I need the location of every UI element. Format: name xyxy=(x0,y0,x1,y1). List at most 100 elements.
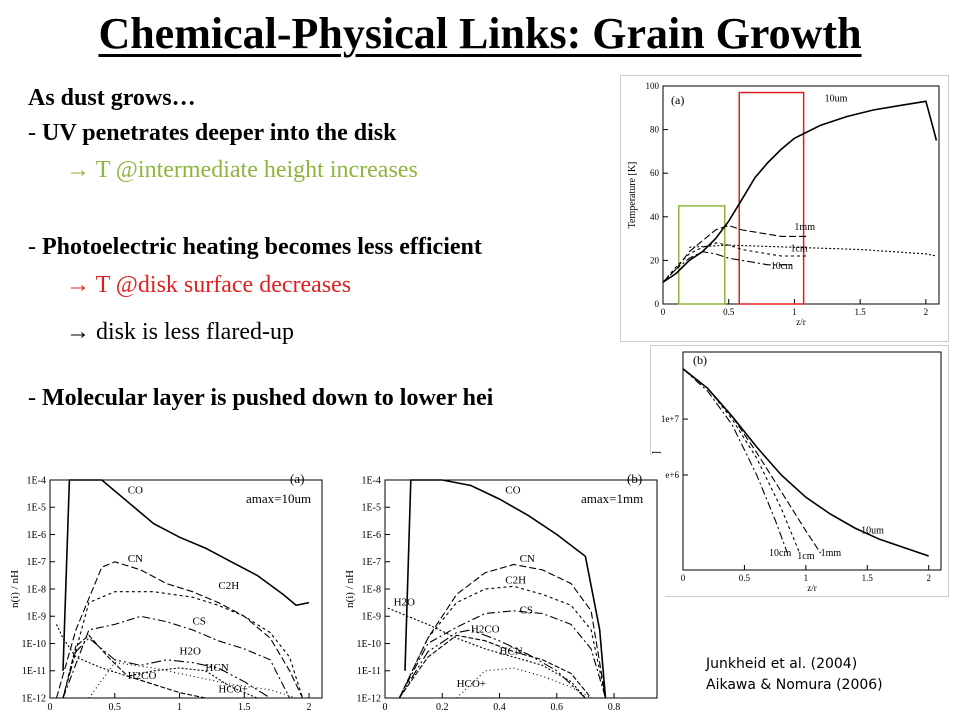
credits: Junkheid et al. (2004) Aikawa & Nomura (… xyxy=(706,654,883,696)
y-tick-label: 20 xyxy=(650,255,660,265)
series-label: 10cm xyxy=(769,548,791,559)
series-line-h2o xyxy=(387,607,586,699)
plot-frame xyxy=(384,479,658,699)
text-pe: - Photoelectric heating becomes less eff… xyxy=(28,234,482,261)
text-molecular: - Molecular layer is pushed down to lowe… xyxy=(28,385,493,412)
x-tick-label: 0 xyxy=(681,573,686,583)
y-axis-label: n(i) / nH xyxy=(9,570,21,608)
series-line-10um xyxy=(682,368,929,557)
series-line-cs xyxy=(62,615,291,699)
series-label: H2CO xyxy=(128,670,157,682)
series-line-hco+ xyxy=(456,667,592,699)
x-tick-label: 1.5 xyxy=(238,702,251,713)
x-tick-label: 1 xyxy=(804,573,809,583)
y-tick-label: 1E-11 xyxy=(357,666,381,677)
series-label: 10um xyxy=(861,526,884,537)
x-tick-label: 0.8 xyxy=(608,702,621,713)
series-label: HCN xyxy=(205,662,228,674)
x-tick-label: 0 xyxy=(383,702,388,713)
x-axis-label: z/r xyxy=(807,583,817,593)
series-label: CN xyxy=(520,553,535,565)
text-intro: As dust grows… xyxy=(28,85,196,111)
density-chart-panel: 00.511.521e+71e+610um1mm1cm10cm(b)z/rr^-… xyxy=(650,345,949,597)
x-tick-label: 1.5 xyxy=(862,573,874,583)
highlight-box xyxy=(678,205,726,305)
abundance-chart-10um: 0 0.5 1 1.5 2 1E-4 1E-5 1E-6 1E-7 1E-8 1E-9 1E-10 1E… xyxy=(9,471,323,713)
panel-label: (a) xyxy=(290,471,304,486)
series-line-cn xyxy=(55,561,304,699)
x-tick-label: 2 xyxy=(307,702,312,713)
x-tick-label: 0.5 xyxy=(109,702,122,713)
y-tick-label: 1E-12 xyxy=(22,693,46,704)
text-molecular-body: Molecular layer is pushed down to lower … xyxy=(42,385,494,411)
series-label: 1cm xyxy=(797,551,814,562)
plot-frame xyxy=(49,479,323,699)
y-tick-label: 100 xyxy=(646,81,660,91)
y-tick-label: 1e+6 xyxy=(661,470,680,480)
text-uv-result: → T @intermediate height increases xyxy=(66,157,418,184)
text-pe-result2-body: disk is less flared-up xyxy=(96,319,294,345)
text-pe-body: Photoelectric heating becomes less effic… xyxy=(42,234,482,260)
y-axis-label: Temperature [K] xyxy=(627,162,638,229)
y-tick-label: 1E-8 xyxy=(362,584,381,595)
series-line-unlabeled xyxy=(689,244,937,257)
series-label: 1mm xyxy=(821,548,842,559)
y-tick-label: 1E-9 xyxy=(362,612,381,623)
x-tick-label: 1 xyxy=(177,702,182,713)
series-line-co xyxy=(404,479,607,699)
series-label: 1cm xyxy=(790,244,807,255)
series-line-c2h xyxy=(62,591,304,699)
bullet-dash: - xyxy=(28,120,42,146)
series-line-10cm xyxy=(682,368,788,554)
y-tick-label: 1E-6 xyxy=(27,530,46,541)
x-tick-label: 1.5 xyxy=(855,307,867,317)
series-label: CO xyxy=(505,485,520,497)
series-line-h2co xyxy=(62,634,206,699)
panel-annotation: amax=10um xyxy=(246,491,311,506)
credit-line: Aikawa & Nomura (2006) xyxy=(706,677,883,693)
y-tick-label: 1E-4 xyxy=(362,475,381,486)
x-tick-label: 0.4 xyxy=(493,702,506,713)
x-tick-label: 2 xyxy=(924,307,929,317)
x-tick-label: 0.2 xyxy=(436,702,449,713)
series-label: 10um xyxy=(825,93,848,104)
series-label: CS xyxy=(192,615,205,627)
series-line-hcn xyxy=(62,637,271,699)
series-line-cn xyxy=(398,563,607,699)
series-label: 10cm xyxy=(771,261,793,272)
y-tick-label: 1E-5 xyxy=(27,503,46,514)
arrow-icon: → xyxy=(66,272,90,298)
x-tick-label: 0.5 xyxy=(723,307,735,317)
series-label: C2H xyxy=(505,575,526,587)
arrow-icon: → xyxy=(66,157,90,183)
x-axis-label: z/r xyxy=(796,317,806,327)
bullet-dash: - xyxy=(28,385,42,411)
panel-label: (a) xyxy=(671,93,684,107)
text-uv-body: UV penetrates deeper into the disk xyxy=(42,120,397,146)
abundance-chart-1mm-panel: 0 0.2 0.4 0.6 0.8 1E-4 1E-5 1E-6 1E-7 1E-8 1E-9 1E-… xyxy=(335,455,665,720)
panel-label: (b) xyxy=(693,353,707,367)
text-pe-result1: → T @disk surface decreases xyxy=(66,272,351,299)
abundance-chart-1mm: 0 0.2 0.4 0.6 0.8 1E-4 1E-5 1E-6 1E-7 1E-8 1E-9 1E-… xyxy=(344,471,658,713)
series-line-1mm xyxy=(662,224,808,283)
y-tick-label: 1E-10 xyxy=(22,639,46,650)
y-tick-label: 1E-5 xyxy=(362,503,381,514)
y-tick-label: 0 xyxy=(655,299,660,309)
panel-annotation: amax=1mm xyxy=(581,491,643,506)
text-pe-result1-body: T @disk surface decreases xyxy=(95,272,352,298)
series-label: H2O xyxy=(180,645,201,657)
y-tick-label: 40 xyxy=(650,212,660,222)
series-label: HCN xyxy=(500,645,523,657)
abundance-chart-10um-panel: 0 0.5 1 1.5 2 1E-4 1E-5 1E-6 1E-7 1E-8 1E-9 1E-10 1E… xyxy=(0,455,330,720)
text-pe-result2: → disk is less flared-up xyxy=(66,319,294,346)
series-label: HCO+ xyxy=(218,684,247,696)
y-tick-label: 80 xyxy=(650,125,660,135)
y-tick-label: 1e+7 xyxy=(661,414,680,424)
series-line-1cm xyxy=(682,368,801,554)
density-chart: 00.511.521e+71e+610um1mm1cm10cm(b)z/rr^-… xyxy=(651,351,942,593)
series-label: 1mm xyxy=(794,222,815,233)
y-tick-label: 1E-10 xyxy=(357,639,381,650)
credit-line: Junkheid et al. (2004) xyxy=(706,656,858,672)
series-line-h2co xyxy=(398,629,586,699)
series-line-co xyxy=(62,479,310,671)
